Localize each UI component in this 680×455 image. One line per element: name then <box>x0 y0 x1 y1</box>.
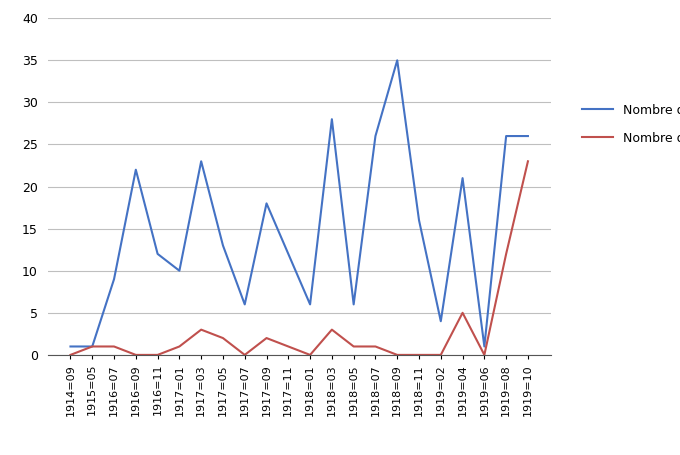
Nombre d'évasions <box>393 352 401 358</box>
Nombre de délits <box>502 133 510 139</box>
Nombre d'évasions <box>415 352 423 358</box>
Nombre de délits <box>241 302 249 307</box>
Nombre de délits <box>110 276 118 282</box>
Nombre d'évasions <box>132 352 140 358</box>
Nombre de délits <box>350 302 358 307</box>
Nombre d'évasions <box>371 344 379 349</box>
Nombre de délits <box>371 133 379 139</box>
Nombre de délits <box>154 251 162 257</box>
Nombre d'évasions <box>241 352 249 358</box>
Nombre d'évasions <box>88 344 97 349</box>
Nombre de délits <box>262 201 271 206</box>
Nombre de délits <box>328 116 336 122</box>
Nombre de délits <box>393 57 401 63</box>
Nombre de délits <box>67 344 75 349</box>
Nombre de délits <box>219 243 227 248</box>
Nombre de délits <box>437 318 445 324</box>
Nombre de délits <box>306 302 314 307</box>
Nombre d'évasions <box>110 344 118 349</box>
Nombre d'évasions <box>154 352 162 358</box>
Nombre d'évasions <box>350 344 358 349</box>
Nombre d'évasions <box>480 352 488 358</box>
Nombre de délits <box>480 344 488 349</box>
Nombre d'évasions <box>262 335 271 341</box>
Nombre de délits <box>132 167 140 172</box>
Legend: Nombre de délits, Nombre d'évasions: Nombre de délits, Nombre d'évasions <box>577 99 680 150</box>
Nombre d'évasions <box>284 344 292 349</box>
Nombre de délits <box>415 217 423 223</box>
Nombre de délits <box>88 344 97 349</box>
Nombre de délits <box>284 251 292 257</box>
Nombre de délits <box>524 133 532 139</box>
Nombre de délits <box>197 158 205 164</box>
Nombre d'évasions <box>197 327 205 332</box>
Nombre d'évasions <box>458 310 466 316</box>
Nombre d'évasions <box>502 251 510 257</box>
Nombre d'évasions <box>219 335 227 341</box>
Nombre d'évasions <box>524 158 532 164</box>
Line: Nombre de délits: Nombre de délits <box>71 60 528 347</box>
Nombre d'évasions <box>175 344 184 349</box>
Nombre d'évasions <box>328 327 336 332</box>
Line: Nombre d'évasions: Nombre d'évasions <box>71 161 528 355</box>
Nombre de délits <box>175 268 184 273</box>
Nombre de délits <box>458 175 466 181</box>
Nombre d'évasions <box>67 352 75 358</box>
Nombre d'évasions <box>306 352 314 358</box>
Nombre d'évasions <box>437 352 445 358</box>
